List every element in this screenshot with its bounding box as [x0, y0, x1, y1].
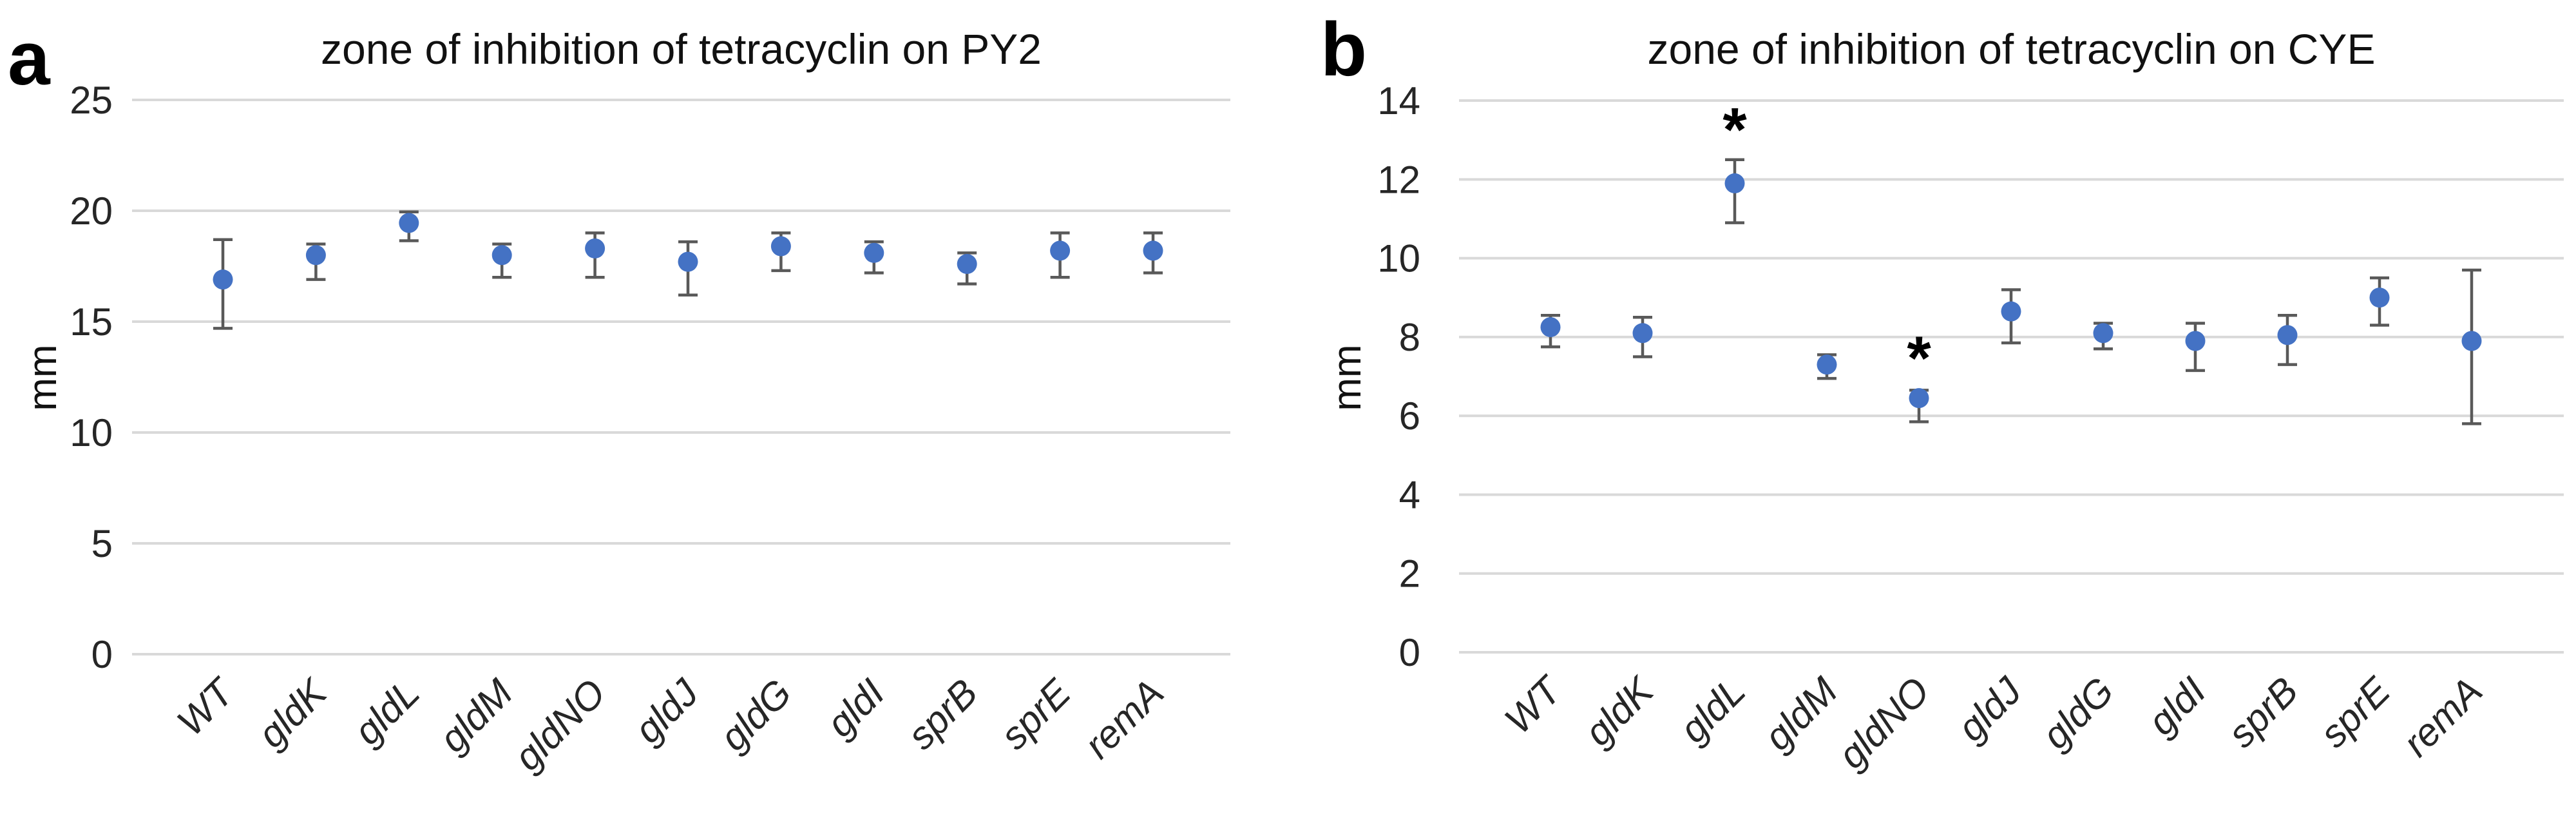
x-tick-label: gldJ [1949, 668, 2030, 750]
x-tick-label: sprE [992, 670, 1079, 757]
x-tick-label: sprE [2312, 668, 2399, 755]
panel-a: a zone of inhibition of tetracyclin on P… [8, 16, 1230, 779]
y-tick-label: 25 [70, 79, 113, 122]
marker-dot [864, 242, 884, 263]
marker-dot [957, 254, 977, 275]
x-tick-label: remA [2394, 669, 2490, 765]
y-tick-label: 8 [1399, 316, 1420, 359]
marker-dot [2369, 287, 2390, 308]
y-tick-label: 0 [91, 633, 113, 676]
x-tick-label: WT [169, 669, 243, 744]
marker-dot [491, 245, 512, 266]
y-tick-label: 14 [1377, 79, 1420, 122]
marker-dot [1632, 323, 1653, 344]
x-tick-label: sprB [2220, 669, 2307, 756]
y-tick-label: 10 [1377, 237, 1420, 280]
x-tick-label: WT [1496, 667, 1571, 742]
y-tick-label: 5 [91, 522, 113, 565]
marker-dot [2185, 331, 2206, 351]
significance-asterisk: * [1722, 95, 1747, 164]
marker-dot [1817, 355, 1837, 375]
marker-dot [399, 213, 419, 233]
data-point-gldM [491, 242, 512, 279]
x-tick-label: gldK [249, 670, 336, 756]
data-point-sprE [2369, 276, 2390, 327]
marker-dot [1540, 317, 1561, 338]
panel-a-title: zone of inhibition of tetracyclin on PY2 [320, 25, 1042, 73]
data-point-sprB [957, 251, 977, 286]
x-tick-label: gldJ [626, 670, 707, 752]
marker-dot [2001, 301, 2021, 322]
x-tick-label: gldG [712, 671, 800, 759]
x-tick-label: gldK [1576, 668, 1663, 754]
y-tick-label: 12 [1377, 158, 1420, 201]
x-tick-label: gldI [2139, 669, 2214, 744]
data-point-gldJ [2001, 288, 2021, 345]
data-point-gldI [2185, 322, 2206, 373]
x-tick-label: gldI [818, 671, 893, 746]
marker-dot [1724, 173, 1745, 193]
x-tick-label: gldL [1672, 669, 1754, 752]
y-tick-label: 6 [1399, 394, 1420, 438]
panel-b: b zone of inhibition of tetracyclin on C… [1288, 0, 2576, 816]
data-point-gldNO [1909, 388, 1929, 423]
y-tick-label: 20 [70, 189, 113, 233]
y-tick-label: 10 [70, 411, 113, 454]
data-point-remA [2461, 268, 2482, 425]
data-point-remA [1143, 231, 1163, 275]
data-point-gldL [1724, 158, 1745, 224]
x-tick-label: gldG [2034, 669, 2122, 757]
significance-asterisk: * [1907, 324, 1931, 393]
panel-b-letter: b [1321, 7, 1368, 92]
data-point-sprE [1050, 231, 1071, 279]
marker-dot [1909, 388, 1929, 409]
marker-dot [2093, 323, 2113, 344]
marker-dot [305, 245, 326, 266]
marker-dot [770, 236, 791, 257]
data-point-gldK [305, 242, 326, 281]
marker-dot [213, 269, 233, 290]
y-tick-label: 4 [1399, 473, 1420, 516]
x-tick-label: remA [1076, 671, 1172, 767]
y-tick-label: 15 [70, 300, 113, 344]
panel-a-letter: a [8, 16, 50, 101]
data-point-gldJ [678, 240, 698, 296]
data-point-gldL [399, 210, 419, 242]
x-tick-label: sprB [899, 671, 986, 758]
marker-dot [2461, 331, 2482, 351]
data-point-sprB [2277, 314, 2298, 366]
x-tick-label: gldNO [1830, 669, 1938, 777]
marker-dot [2277, 325, 2298, 345]
data-point-gldG [770, 231, 791, 273]
y-tick-label: 0 [1399, 631, 1420, 674]
data-point-gldNO [585, 231, 606, 279]
x-tick-label: gldL [345, 671, 428, 753]
marker-dot [1143, 240, 1163, 261]
data-point-gldM [1817, 353, 1837, 380]
panel-b-title: zone of inhibition of tetracyclin on CYE [1647, 25, 2376, 73]
data-point-gldG [2093, 322, 2113, 351]
marker-dot [678, 251, 698, 272]
data-point-WT [213, 238, 233, 330]
marker-dot [1050, 240, 1071, 261]
data-point-WT [1540, 314, 1561, 349]
marker-dot [585, 238, 606, 258]
data-point-gldI [864, 240, 884, 275]
data-point-gldK [1632, 316, 1653, 358]
y-tick-label: 2 [1399, 552, 1420, 596]
x-tick-label: gldNO [506, 671, 614, 779]
